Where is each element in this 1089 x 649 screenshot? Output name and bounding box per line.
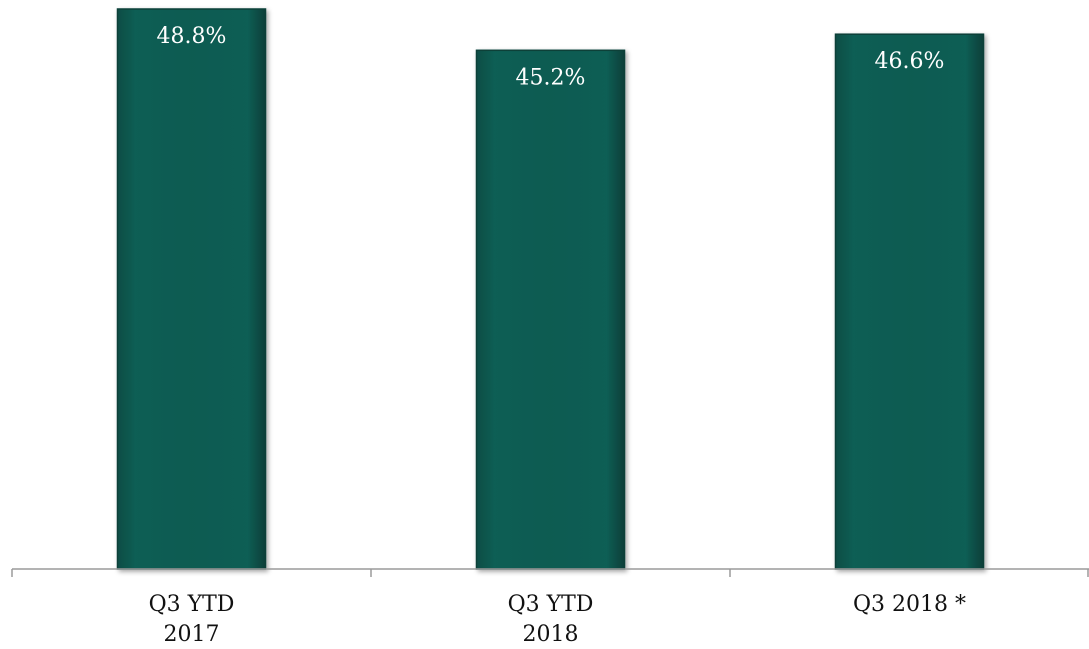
data-label-1: 48.8%: [157, 24, 227, 49]
bar-3: [834, 33, 985, 570]
data-label-2: 45.2%: [516, 65, 586, 90]
category-label-3: Q3 2018 *: [853, 592, 966, 617]
labels-layer: 48.8% Q3 YTD 2017 45.2% Q3 YTD 2018 46.6% Q3 20…: [149, 24, 966, 647]
bar-1: [116, 8, 267, 570]
data-label-3: 46.6%: [875, 49, 945, 74]
category-label-1: Q3 YTD 2017: [149, 592, 235, 647]
bars-layer: [116, 8, 985, 570]
x-axis: [11, 568, 1089, 577]
category-label-2: Q3 YTD 2018: [508, 592, 594, 647]
bar-2: [475, 49, 626, 570]
